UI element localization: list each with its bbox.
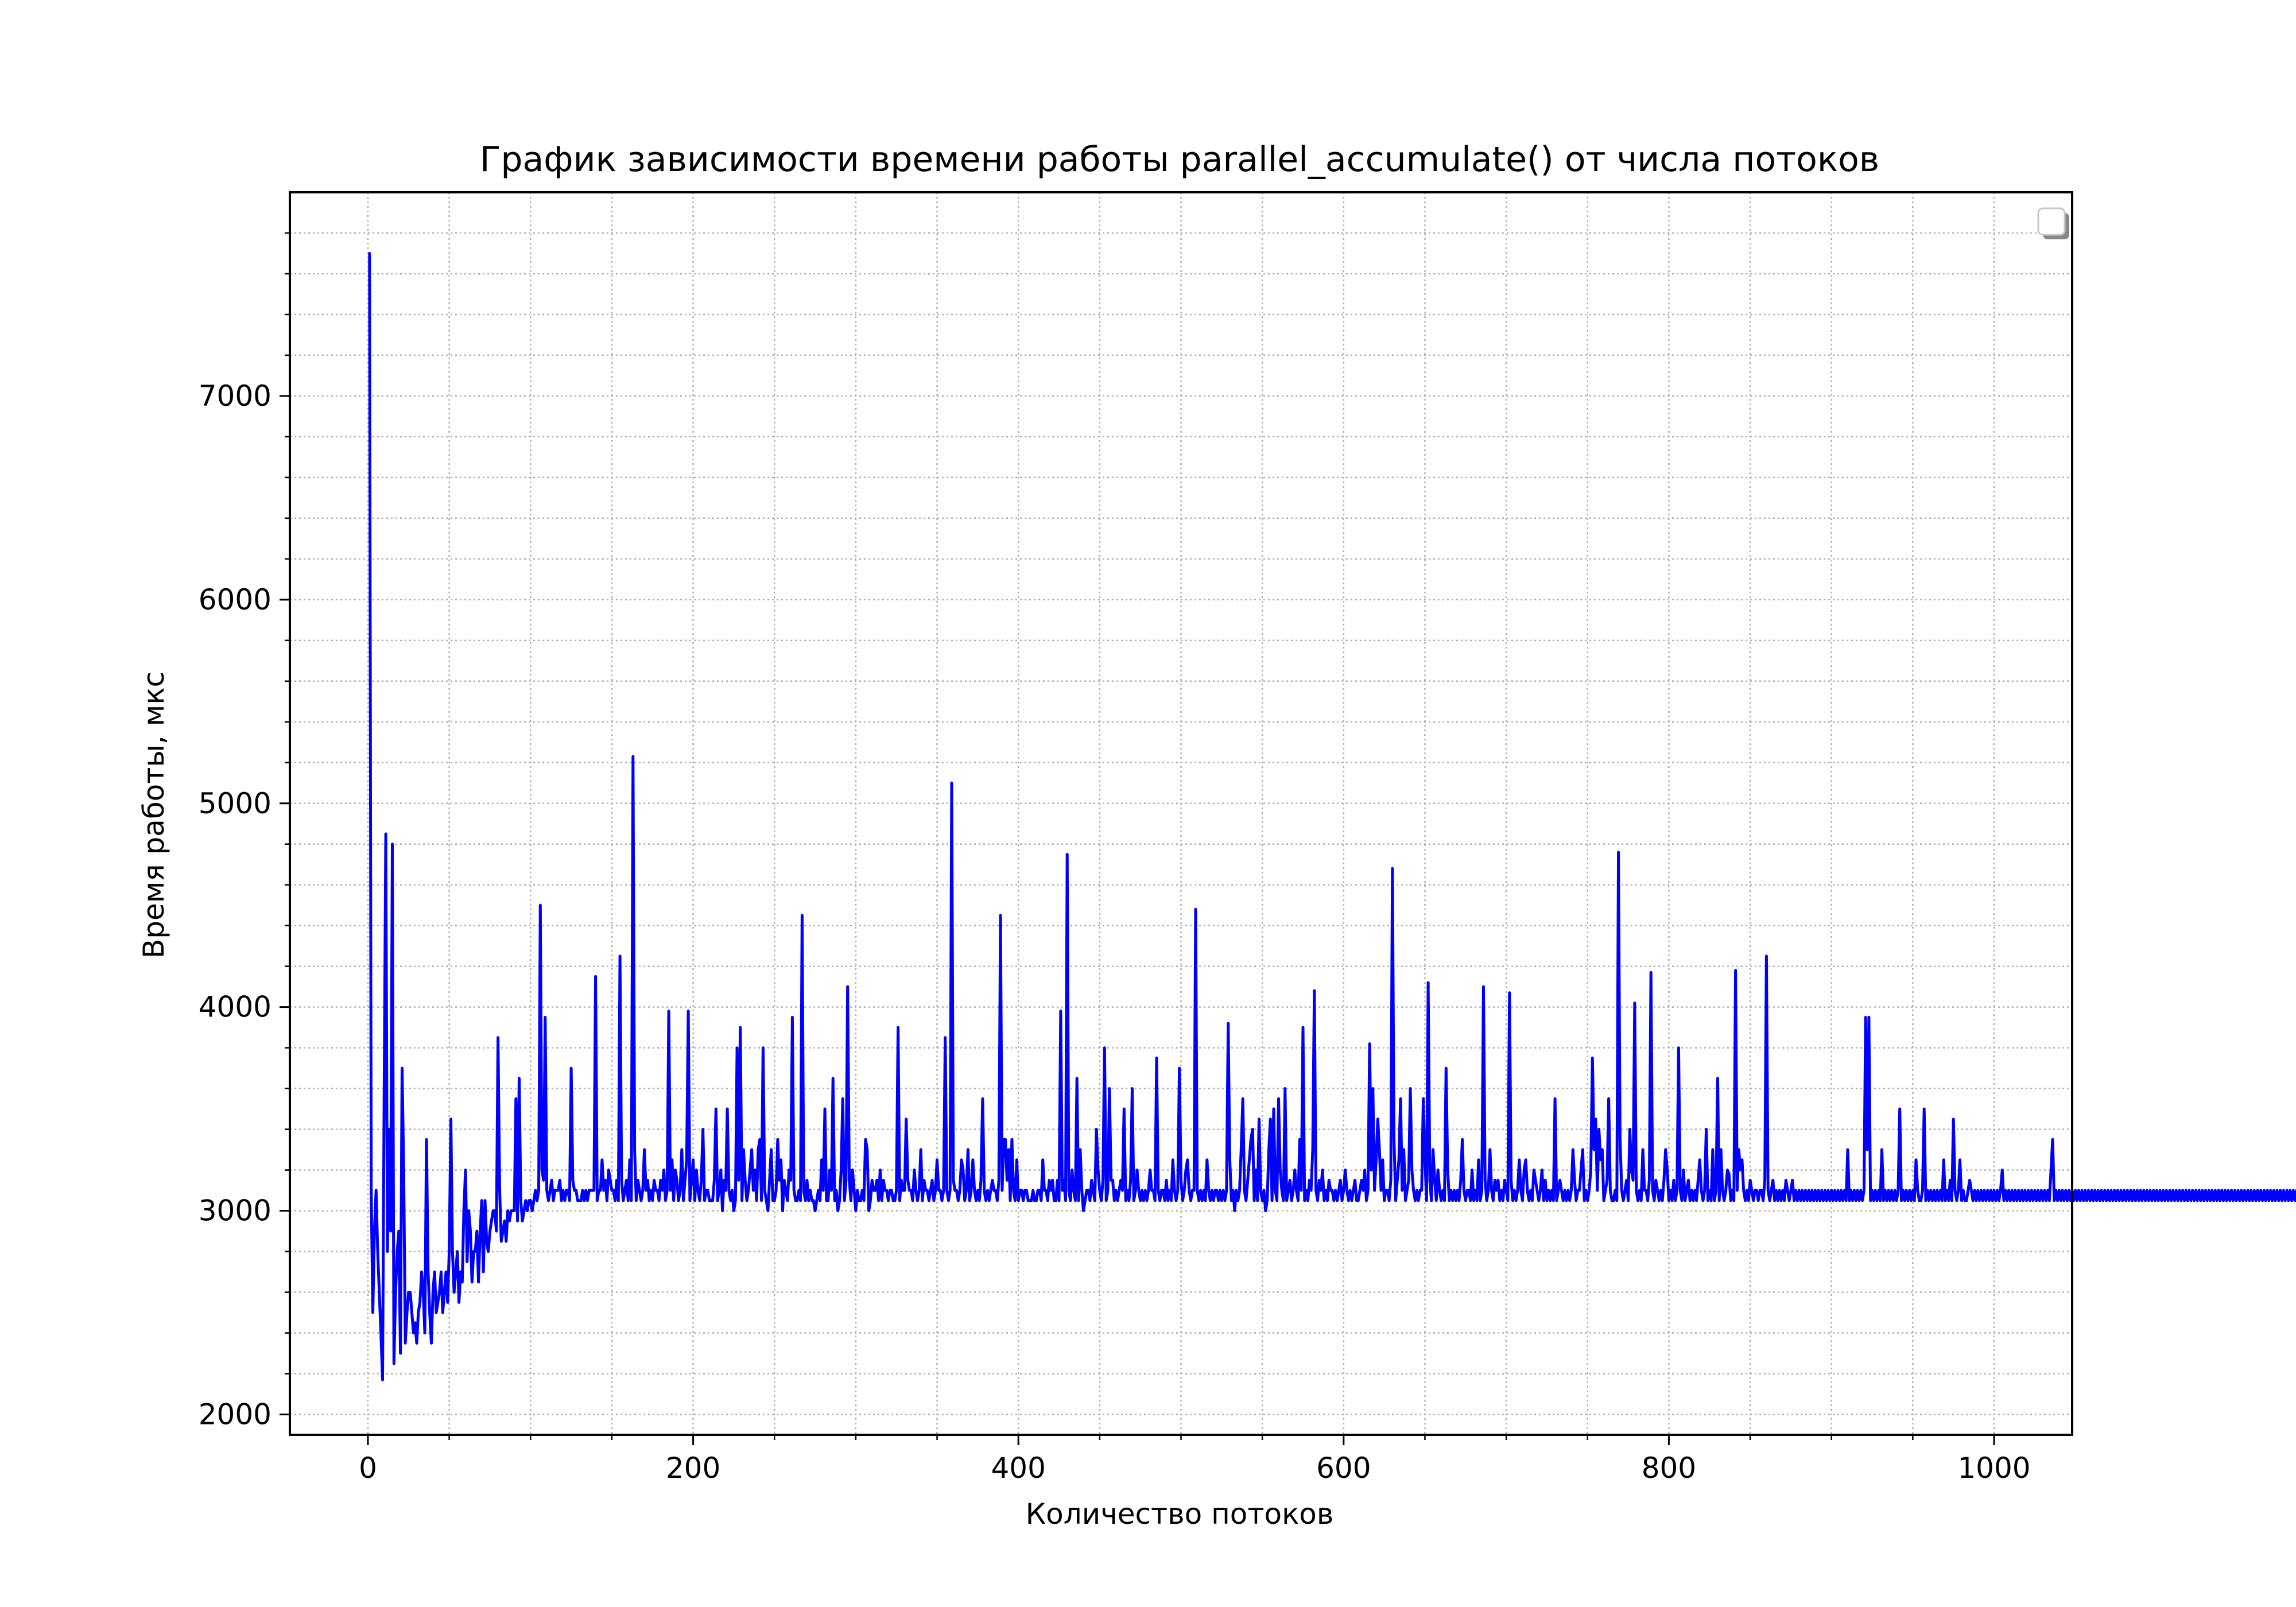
x-tick-label: 0 bbox=[359, 1451, 377, 1485]
series-line bbox=[368, 252, 2296, 1381]
x-tick-label: 200 bbox=[666, 1451, 720, 1485]
major-ticks bbox=[280, 395, 1995, 1445]
x-tick-label: 400 bbox=[991, 1451, 1045, 1485]
plot-area-frame bbox=[289, 191, 2073, 1436]
y-tick-label: 4000 bbox=[199, 991, 272, 1024]
x-axis-label: Количество потоков bbox=[1026, 1497, 1334, 1531]
x-tick-label: 600 bbox=[1316, 1451, 1371, 1485]
x-tick-label: 1000 bbox=[1957, 1451, 2030, 1485]
y-axis-label: Время работы, мкс bbox=[137, 671, 170, 958]
y-tick-label: 7000 bbox=[199, 379, 272, 413]
series-layer bbox=[368, 252, 2296, 1381]
chart-title: График зависимости времени работы parall… bbox=[480, 139, 1879, 180]
y-tick-label: 2000 bbox=[199, 1398, 272, 1431]
legend-frame bbox=[2037, 207, 2066, 236]
tick-labels: 0 200 400 600 800 1000 2000 3000 4000 5000 6000 700… bbox=[199, 379, 2031, 1485]
legend-box bbox=[2037, 207, 2069, 239]
y-tick-label: 3000 bbox=[199, 1194, 272, 1228]
y-tick-label: 5000 bbox=[199, 787, 272, 820]
y-tick-label: 6000 bbox=[199, 583, 272, 616]
x-tick-label: 800 bbox=[1642, 1451, 1696, 1485]
